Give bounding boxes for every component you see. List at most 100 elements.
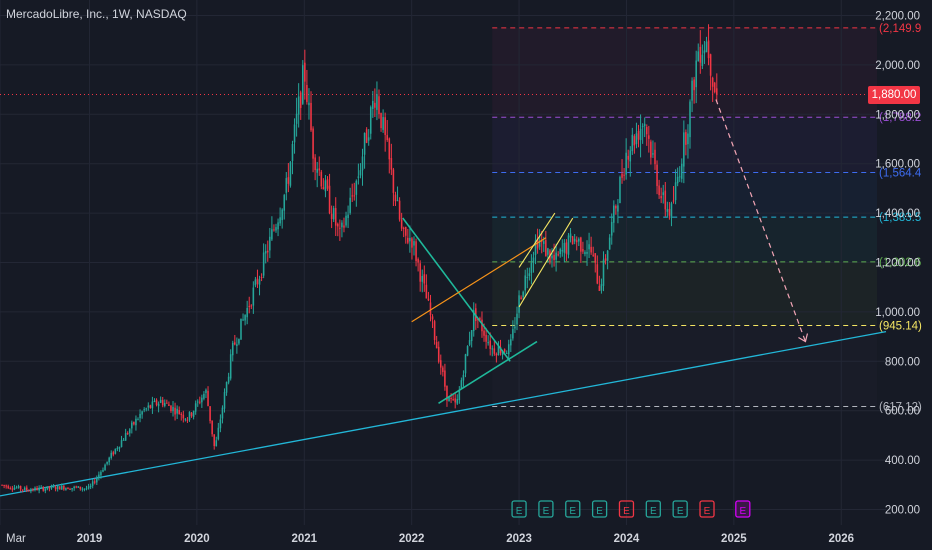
y-tick-label: 1,600.00 — [875, 159, 920, 171]
candle-body — [223, 392, 226, 409]
candle-body — [77, 486, 80, 488]
candle-body — [415, 241, 417, 262]
candle-body — [205, 389, 207, 394]
candle-body — [631, 134, 634, 152]
triangle-pattern — [402, 217, 538, 404]
candle-body — [559, 249, 562, 255]
y-axis: 200.00 400.00 600.00 800.00 1,000.00 1,200.00… — [875, 11, 920, 517]
candle-body — [277, 222, 279, 230]
candle-body — [433, 321, 436, 341]
candle-body — [390, 158, 393, 170]
candle-body — [30, 489, 32, 492]
candle-body — [217, 427, 220, 440]
candle-body — [407, 237, 409, 243]
fib-level-label: (2,149.9 — [879, 23, 921, 35]
candle-body — [17, 486, 20, 489]
candle-body — [168, 404, 170, 406]
candle-body — [439, 360, 442, 368]
candle-body — [256, 278, 259, 285]
candle-body — [312, 128, 314, 159]
x-tick-label: 2023 — [506, 533, 532, 545]
y-tick-label: 1,000.00 — [875, 307, 920, 319]
candle-body — [65, 488, 67, 490]
candle-body — [608, 237, 611, 250]
candle-body — [120, 440, 123, 447]
earnings-marker-box — [735, 500, 751, 518]
candle-body — [452, 399, 454, 401]
x-tick-label: 2025 — [721, 533, 747, 545]
candle-body — [283, 195, 286, 211]
candle-body — [275, 227, 277, 231]
candle-body — [553, 254, 555, 261]
candle-body — [528, 273, 531, 277]
candle-body — [147, 405, 150, 408]
candle-body — [629, 150, 632, 162]
candle-body — [419, 263, 421, 282]
candle-body — [429, 302, 432, 316]
fib-zone — [492, 261, 878, 326]
candle-body — [602, 259, 605, 286]
candle-body — [341, 222, 343, 228]
candle-body — [378, 96, 380, 114]
fib-zone — [492, 117, 878, 173]
x-tick-label: 2022 — [399, 533, 425, 545]
y-tick-label: 1,800.00 — [875, 109, 920, 121]
candle-body — [693, 79, 695, 91]
candle-body — [213, 434, 215, 447]
candle-body — [52, 486, 55, 488]
candle-body — [116, 448, 119, 450]
candle-body — [551, 255, 553, 259]
candle-body — [351, 195, 353, 197]
earnings-marker: E — [591, 500, 608, 518]
candle-body — [159, 399, 162, 403]
candle-body — [668, 208, 671, 216]
earnings-marker-box — [591, 500, 608, 518]
candle-body — [458, 389, 461, 401]
candle-body — [207, 390, 209, 406]
candle-body — [3, 484, 5, 486]
yellow-channel-lower — [518, 217, 574, 308]
candle-body — [456, 398, 459, 404]
candle-body — [258, 279, 261, 285]
candle-body — [577, 238, 580, 242]
candle-body — [69, 488, 71, 490]
candle-body — [246, 307, 248, 318]
candle-body — [380, 113, 382, 129]
y-tick-label: 2,000.00 — [875, 60, 920, 72]
earnings-marker-label: E — [516, 506, 523, 517]
candle-body — [421, 275, 424, 282]
earnings-marker-label: E — [543, 506, 550, 517]
candle-body — [372, 101, 374, 109]
candle-body — [176, 408, 178, 414]
candle-body — [359, 170, 362, 176]
candle-body — [514, 326, 516, 329]
candle-body — [104, 464, 106, 471]
orange-channel-line — [411, 237, 547, 323]
candle-body — [388, 138, 391, 160]
candle-body — [598, 285, 601, 291]
candle-body — [442, 367, 444, 373]
candle-body — [394, 194, 397, 202]
candle-body — [56, 485, 59, 490]
earnings-marker-box — [672, 500, 688, 518]
candle-body — [330, 213, 333, 219]
candle-body — [547, 248, 549, 255]
candle-body — [349, 197, 351, 213]
candle-body — [522, 291, 524, 298]
candle-body — [666, 209, 669, 212]
candle-body — [619, 176, 621, 203]
candle-body — [656, 164, 658, 187]
candle-body — [540, 240, 543, 242]
candle-body — [186, 419, 189, 421]
x-axis: Mar 2019 2020 2021 2022 2023 2024 2025 2026 — [0, 527, 932, 550]
candle-body — [658, 185, 660, 196]
fib-level-label: (617.12) — [879, 401, 922, 413]
y-tick-label: 2,200.00 — [875, 11, 920, 23]
candle-body — [141, 411, 143, 415]
candle-body — [680, 163, 683, 179]
candle-body — [425, 284, 428, 299]
candle-body — [190, 412, 193, 416]
candle-body — [516, 313, 518, 325]
candle-body — [417, 259, 419, 263]
